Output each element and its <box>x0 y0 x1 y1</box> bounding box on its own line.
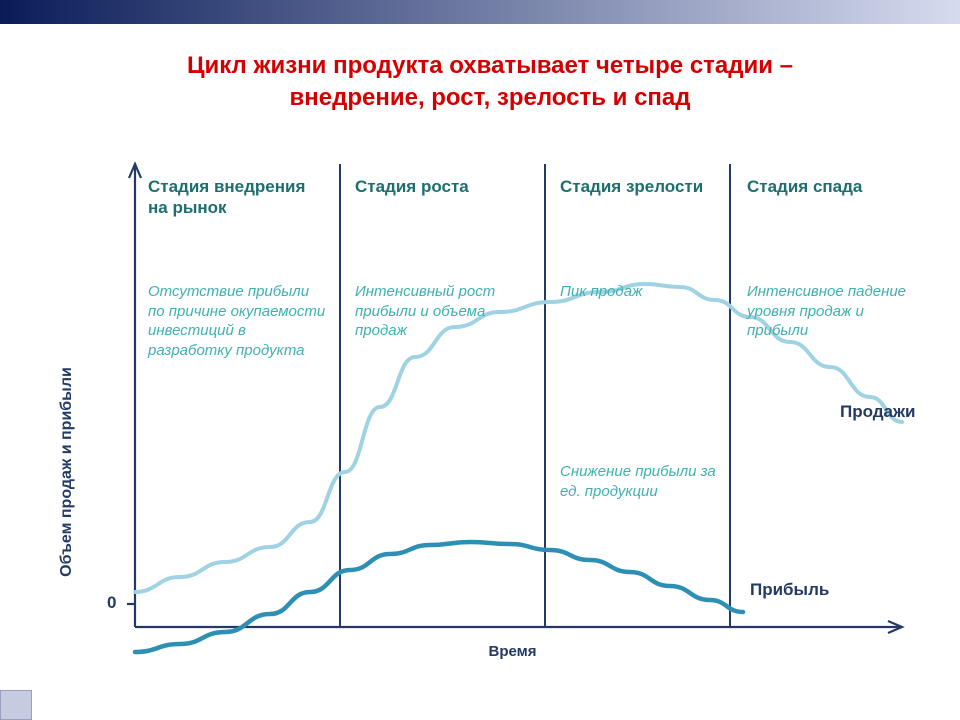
stage-header-2: Стадия зрелости <box>560 176 710 197</box>
lifecycle-chart: Объем продаж и прибыли Время 0 Стадия вн… <box>50 152 920 682</box>
slide: Цикл жизни продукта охватывает четыре ст… <box>0 0 960 720</box>
series-label-profit: Прибыль <box>750 580 829 600</box>
stage-desc-0: Отсутствие прибыли по причине окупаемост… <box>148 282 328 360</box>
stage-desc-2: Пик продаж <box>560 282 720 302</box>
stage-header-0: Стадия внедрения на рынок <box>148 176 318 219</box>
extra-desc-maturity: Снижение прибыли за ед. продукции <box>560 462 720 501</box>
stage-header-1: Стадия роста <box>355 176 525 197</box>
chart-svg <box>50 152 920 682</box>
series-label-sales: Продажи <box>840 402 916 422</box>
top-gradient-bar <box>0 0 960 24</box>
corner-decoration <box>0 690 32 720</box>
stage-desc-1: Интенсивный рост прибыли и объема продаж <box>355 282 535 341</box>
y-axis-label: Объем продаж и прибыли <box>58 367 76 577</box>
stage-header-3: Стадия спада <box>747 176 907 197</box>
zero-label: 0 <box>107 593 116 613</box>
x-axis-label: Время <box>489 643 537 660</box>
stage-desc-3: Интенсивное падение уровня продаж и приб… <box>747 282 917 341</box>
slide-title: Цикл жизни продукта охватывает четыре ст… <box>120 50 860 115</box>
